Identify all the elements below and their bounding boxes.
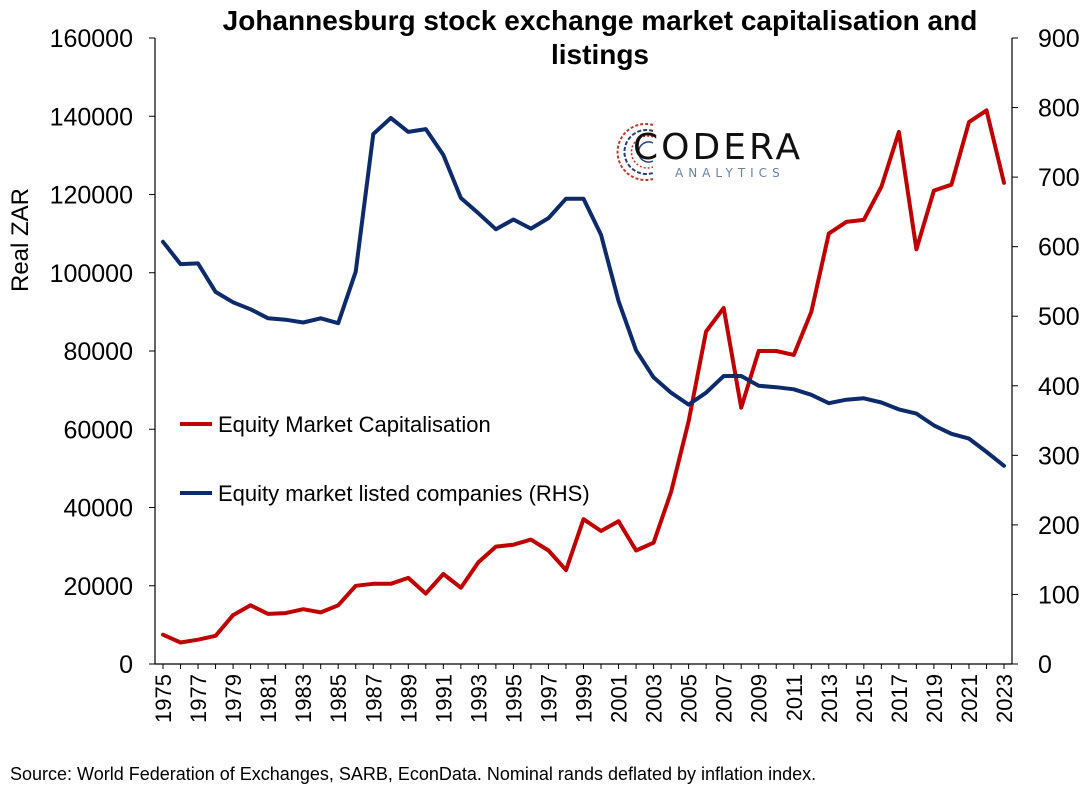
x-tick-label: 1979: [221, 674, 246, 723]
x-tick-label: 2013: [817, 674, 842, 723]
left-tick-label: 120000: [50, 182, 133, 210]
x-tick-label: 1987: [361, 674, 386, 723]
right-tick-label: 400: [1038, 373, 1080, 401]
x-tick-label: 1981: [256, 674, 281, 723]
codera-logo: CODERA ANALYTICS: [615, 117, 815, 187]
left-tick-label: 20000: [63, 573, 133, 601]
x-tick-label: 1983: [291, 674, 316, 723]
x-tick-label: 1977: [186, 674, 211, 723]
x-tick-label: 2007: [712, 674, 737, 723]
x-tick-label: 1997: [536, 674, 561, 723]
right-tick-label: 900: [1038, 25, 1080, 53]
x-tick-label: 1989: [396, 674, 421, 723]
x-tick-label: 2015: [852, 674, 877, 723]
right-tick-label: 800: [1038, 95, 1080, 123]
right-tick-label: 700: [1038, 164, 1080, 192]
series-line-market-cap: [161, 108, 1006, 645]
x-tick-label: 2003: [642, 674, 667, 723]
x-tick-label: 2009: [747, 674, 772, 723]
source-note: Source: World Federation of Exchanges, S…: [10, 764, 817, 784]
logo-wordmark: CODERA: [633, 127, 804, 168]
legend-label: Equity market listed companies (RHS): [218, 481, 590, 506]
right-tick-label: 500: [1038, 303, 1080, 331]
left-tick-label: 0: [119, 651, 133, 679]
right-tick-label: 100: [1038, 581, 1080, 609]
x-tick-label: 1995: [501, 674, 526, 723]
right-tick-label: 200: [1038, 512, 1080, 540]
x-tick-label: 2021: [957, 674, 982, 723]
x-tick-label: 1975: [151, 674, 176, 723]
logo-subtitle: ANALYTICS: [675, 166, 785, 180]
x-tick-label: 2023: [992, 674, 1017, 723]
chart-title: Johannesburg stock exchange market capit…: [222, 5, 978, 70]
x-tick-label: 1993: [466, 674, 491, 723]
x-tick-label: 1991: [431, 674, 456, 723]
left-tick-label: 40000: [63, 495, 133, 523]
right-tick-label: 600: [1038, 234, 1080, 262]
y-axis-label: Real ZAR: [7, 188, 34, 292]
left-tick-label: 60000: [63, 416, 133, 444]
x-tick-label: 2019: [922, 674, 947, 723]
x-tick-label: 1999: [572, 674, 597, 723]
logo-mark-icon: [616, 123, 654, 181]
left-tick-label: 160000: [50, 25, 133, 53]
left-tick-label: 140000: [50, 103, 133, 131]
x-tick-label: 1985: [326, 674, 351, 723]
legend-label: Equity Market Capitalisation: [218, 412, 491, 437]
right-tick-label: 0: [1038, 651, 1052, 679]
left-tick-label: 100000: [50, 260, 133, 288]
left-tick-label: 80000: [63, 338, 133, 366]
x-tick-label: 2005: [677, 674, 702, 723]
x-tick-label: 2001: [607, 674, 632, 723]
x-tick-label: 2017: [887, 674, 912, 723]
x-tick-label: 2011: [782, 674, 807, 721]
right-tick-label: 300: [1038, 442, 1080, 470]
